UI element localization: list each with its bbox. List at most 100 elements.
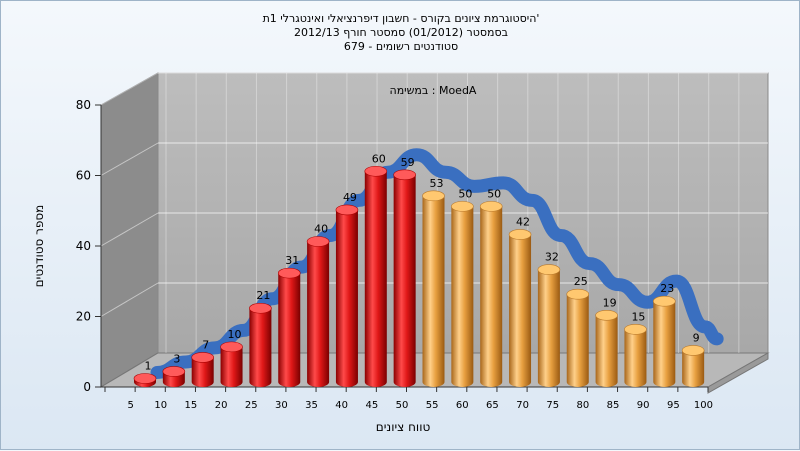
y-tick-label: 0 (83, 380, 91, 394)
data-label: 10 (228, 328, 242, 341)
bar-body (653, 301, 676, 388)
y-tick-label: 40 (76, 239, 91, 253)
x-tick-label: 60 (456, 400, 469, 411)
x-tick-label: 65 (486, 400, 499, 411)
bar (335, 204, 359, 387)
bar-top (306, 236, 330, 247)
bar (451, 201, 474, 388)
bar-top (595, 309, 618, 321)
data-label: 23 (660, 282, 674, 295)
bar-body (364, 171, 387, 388)
bar-body (335, 209, 358, 387)
x-tick-label: 35 (305, 400, 318, 411)
bar (566, 288, 590, 388)
data-label: 59 (401, 156, 415, 169)
x-tick-label: 25 (245, 400, 258, 411)
bar-top (277, 267, 301, 279)
data-label: 21 (256, 289, 270, 302)
x-tick-label: 15 (185, 400, 198, 411)
data-label: 50 (487, 187, 501, 200)
data-label: 32 (545, 251, 559, 264)
bar-top (191, 352, 214, 363)
bar-body (537, 269, 560, 388)
data-label: 3 (173, 352, 180, 365)
x-axis-title: טווח ציונים (376, 420, 431, 434)
bar-top (133, 373, 157, 384)
gridline-side (100, 142, 159, 176)
x-tick-label: 5 (127, 400, 133, 411)
bar-top (566, 288, 590, 300)
x-tick-label: 75 (546, 400, 559, 411)
data-label: 49 (343, 191, 357, 204)
bars (133, 165, 705, 388)
x-tick-label: 10 (154, 400, 167, 411)
data-label: 31 (285, 254, 299, 267)
bar-body (249, 308, 272, 388)
y-ticks: 0 20 40 60 80 (76, 98, 101, 394)
bar-body (393, 174, 416, 388)
bar (191, 352, 214, 388)
bar (220, 341, 243, 388)
bar-body (191, 357, 214, 388)
y-tick-label: 80 (76, 98, 91, 112)
bar (277, 267, 301, 388)
bar-top (479, 201, 503, 212)
chart-title-line-1: היסטוגרמת ציונים בקורס - חשבון דיפרנציאל… (262, 12, 540, 25)
bar-top (508, 229, 532, 240)
x-tick-label: 50 (396, 400, 409, 411)
chart-annotation: במשימה : MoedA (390, 84, 477, 97)
bar (393, 169, 416, 388)
x-tick-label: 100 (694, 400, 713, 411)
y-tick-label: 20 (76, 310, 91, 324)
bar-top (652, 295, 676, 307)
chart-title-line-3: סטודנטים רשומים - 679 (343, 40, 459, 53)
bar-top (681, 345, 705, 356)
bar-top (364, 165, 388, 177)
bar-body (480, 206, 503, 388)
data-label: 60 (372, 152, 386, 165)
bar-body (624, 329, 647, 388)
data-label: 1 (145, 359, 152, 372)
x-tick-label: 40 (335, 400, 348, 411)
bar-top (335, 204, 359, 216)
x-tick-label: 90 (637, 400, 650, 411)
gridline-side (100, 212, 159, 247)
bar-body (220, 346, 243, 388)
bar (595, 309, 618, 388)
gridline-side (100, 72, 159, 106)
bar-top (249, 302, 272, 314)
bar-body (682, 350, 705, 388)
data-label: 42 (516, 215, 530, 228)
bar-top (537, 264, 561, 275)
x-ticks: 5 10 15 20 25 30 35 40 45 50 55 60 65 70 75 80 85 90 95 100 (104, 387, 713, 411)
bar-body (278, 273, 301, 388)
x-tick-label: 70 (516, 400, 529, 411)
x-tick-label: 80 (577, 400, 590, 411)
data-labels: 1 3 7 10 21 31 40 49 60 59 53 50 50 42 32 25 19 15 23 9 (145, 152, 700, 372)
bar (479, 201, 503, 388)
data-label: 15 (631, 310, 645, 323)
bar (133, 373, 157, 387)
bar (681, 345, 705, 388)
data-label: 9 (693, 331, 700, 344)
bar-body (451, 206, 474, 388)
bar-top (220, 341, 243, 353)
gridline-side (100, 282, 159, 317)
data-label: 53 (430, 177, 444, 190)
bar-body (307, 241, 330, 388)
bar-top (393, 169, 416, 181)
x-tick-label: 55 (426, 400, 439, 411)
y-tick-label: 60 (76, 169, 91, 183)
bar-top (162, 366, 186, 377)
bar (249, 302, 272, 388)
bar-body (509, 234, 532, 388)
bar (508, 229, 532, 388)
chart-title-line-2: בסמסטר (01/2012) סמסטר חורף 2012/13 (294, 26, 508, 39)
bar-body (595, 315, 618, 388)
y-axis-title: מספר סטודנטים (32, 205, 46, 288)
bar (422, 190, 445, 388)
x-tick-label: 20 (215, 400, 228, 411)
bar (624, 324, 647, 388)
